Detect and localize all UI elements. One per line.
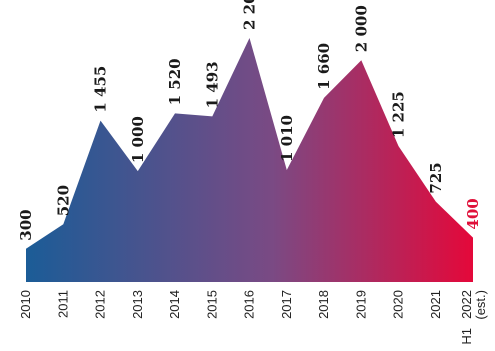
tick-label-2014: 2014	[167, 290, 182, 319]
data-label-2015: 1 493	[203, 61, 221, 108]
data-label-2022: 400	[464, 198, 482, 229]
data-label-2021: 725	[427, 162, 445, 193]
tick-sublabel-2022: (est.)	[473, 290, 488, 320]
data-label-2020: 1 225	[390, 91, 408, 138]
tick-label-2017: 2017	[279, 290, 294, 319]
tick-label-2022: 2022	[459, 290, 474, 319]
tick-label-2016: 2016	[242, 290, 257, 319]
data-label-2012: 1 455	[92, 66, 110, 113]
tick-label-2020: 2020	[391, 290, 406, 319]
data-label-2011: 520	[54, 185, 72, 216]
x-axis-tick-labels: 2010 2011 2012 2013 2014 2015 2016 2017 2018 2019…	[18, 290, 488, 345]
tick-label-2012: 2012	[93, 290, 108, 319]
data-label-2017: 1 010	[278, 115, 296, 162]
data-label-2010: 300	[17, 209, 35, 240]
data-label-2018: 1 660	[315, 43, 333, 90]
data-label-2014: 1 520	[166, 58, 184, 105]
tick-label-2013: 2013	[130, 290, 145, 319]
tick-label-2021: 2021	[428, 290, 443, 319]
data-label-2013: 1 000	[129, 116, 147, 163]
tick-prefix-2022: H1	[459, 328, 474, 345]
tick-label-2010: 2010	[18, 290, 33, 319]
tick-label-2018: 2018	[316, 290, 331, 319]
data-label-2019: 2 000	[352, 5, 370, 52]
data-label-2016: 2 200	[241, 0, 259, 30]
tick-label-2011: 2011	[55, 290, 70, 318]
tick-label-2015: 2015	[204, 290, 219, 319]
tick-label-2019: 2019	[353, 290, 368, 319]
